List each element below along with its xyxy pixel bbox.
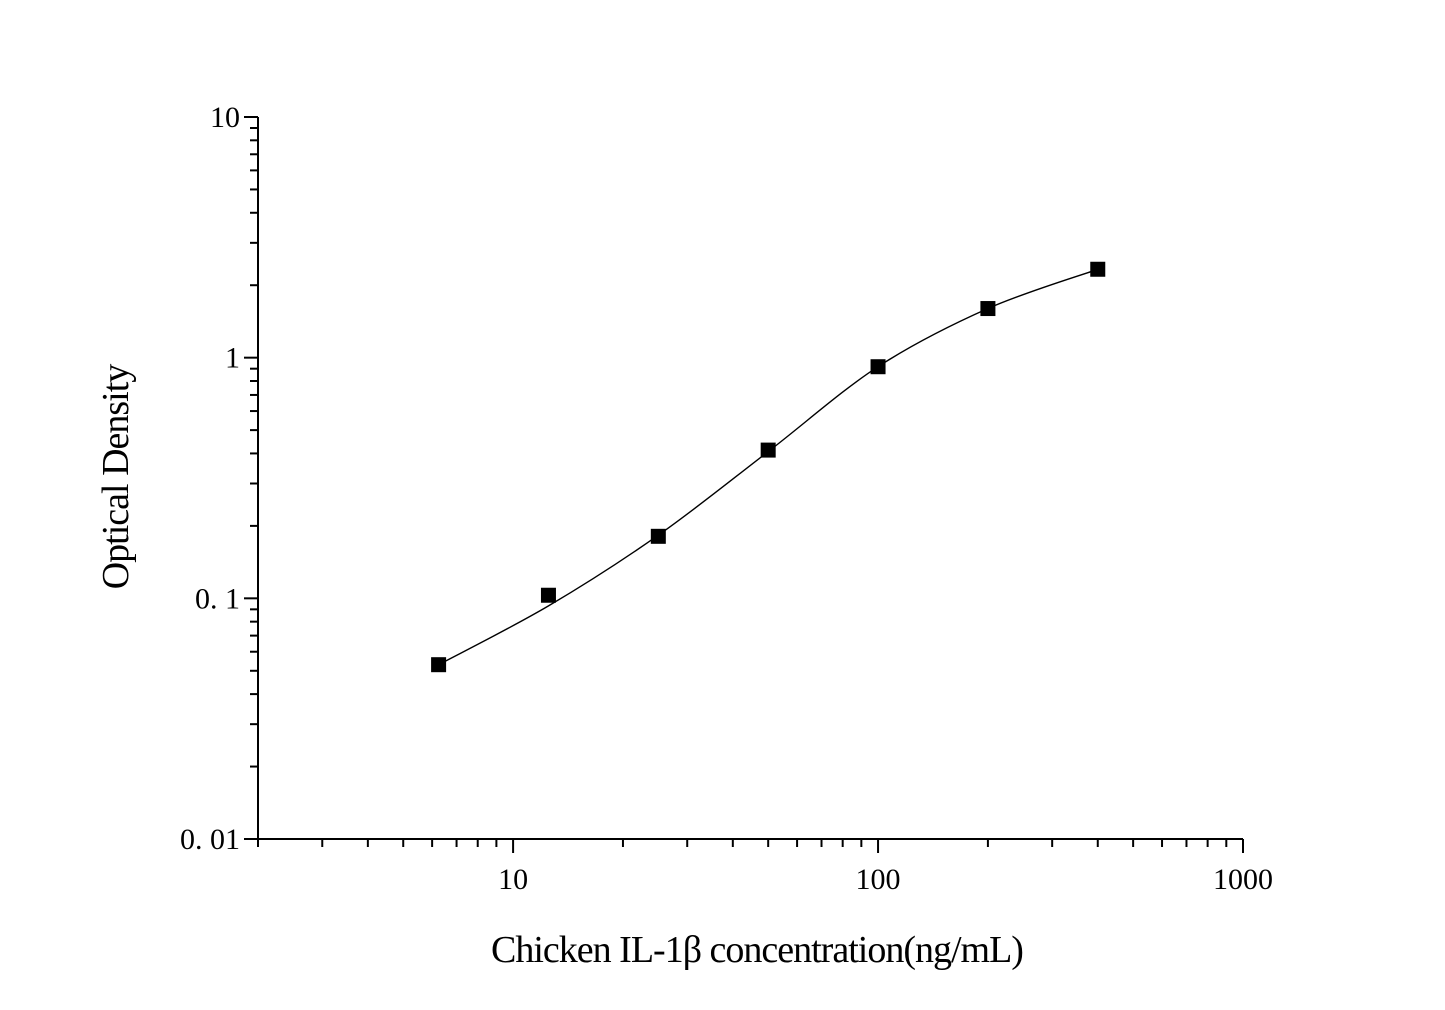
fit-curve-layer	[438, 268, 1099, 666]
data-point	[431, 657, 447, 673]
y-tick-label: 0. 01	[180, 823, 240, 856]
y-tick-label: 10	[210, 101, 240, 134]
data-point	[760, 442, 776, 458]
data-point	[540, 587, 556, 603]
y-axis-title: Optical Density	[95, 364, 137, 590]
x-tick-label: 100	[856, 863, 901, 896]
fit-curve	[438, 268, 1099, 666]
data-point	[650, 528, 666, 544]
y-tick-label: 0. 1	[195, 582, 240, 615]
data-point	[870, 359, 886, 375]
x-tick-label: 1000	[1213, 863, 1273, 896]
data-points-layer	[431, 261, 1106, 673]
data-point	[1090, 261, 1106, 277]
x-axis-title: Chicken IL-1β concentration(ng/mL)	[491, 929, 1023, 971]
tick-labels: 10 100 1000 10 1 0. 1 0. 01	[180, 101, 1273, 896]
y-tick-label: 1	[225, 342, 240, 375]
data-point	[980, 301, 996, 317]
x-tick-label: 10	[498, 863, 528, 896]
axes	[244, 116, 1244, 853]
